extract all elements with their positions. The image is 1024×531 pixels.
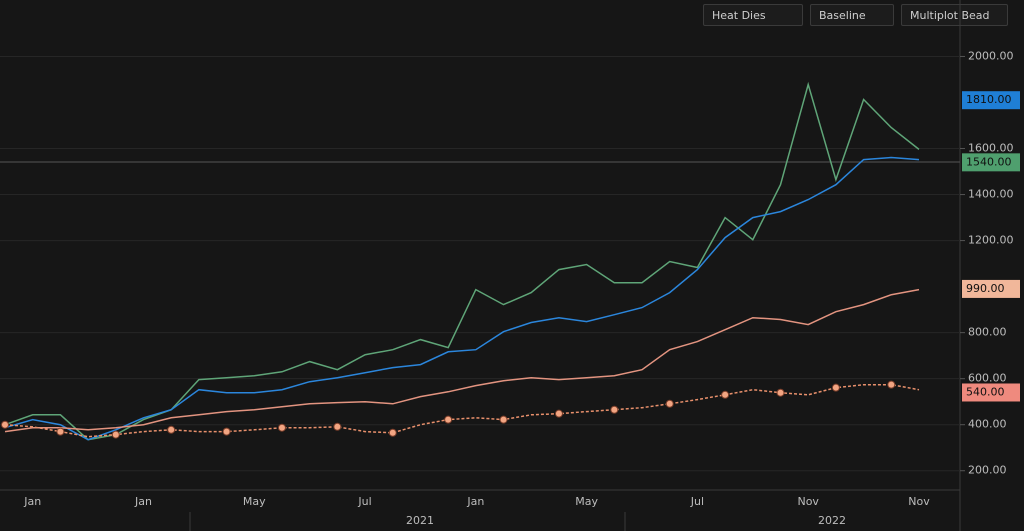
price-tag-box — [962, 153, 1020, 172]
price-tag: 1540.00 — [962, 153, 1020, 172]
x-tick-label: Nov — [797, 495, 819, 508]
series-marker — [222, 427, 231, 436]
price-tag-box — [962, 91, 1020, 110]
price-tag-box — [962, 279, 1020, 298]
series-line — [4, 383, 920, 438]
x-tick-label: Jan — [466, 495, 484, 508]
series-marker — [56, 427, 65, 436]
series-marker — [1, 420, 9, 429]
price-tag: 990.00 — [962, 279, 1020, 298]
toolbar-button[interactable]: Baseline — [810, 4, 894, 26]
series-marker — [111, 430, 120, 439]
series-marker — [831, 383, 840, 392]
series-marker — [167, 425, 176, 434]
price-tag-label: 540.00 — [966, 385, 1005, 398]
year-label: 2021 — [406, 514, 434, 527]
series-marker — [721, 390, 730, 399]
y-tick-label: 600.00 — [968, 372, 1007, 385]
series-marker — [444, 415, 453, 424]
y-tick-label: 1600.00 — [968, 142, 1014, 155]
series-marker — [665, 399, 674, 408]
price-tag-label: 1540.00 — [966, 155, 1012, 168]
x-tick-label: Nov — [908, 495, 930, 508]
y-tick-label: 1400.00 — [968, 188, 1014, 201]
y-tick-label: 2000.00 — [968, 49, 1014, 62]
series-line — [4, 81, 920, 441]
series-line — [4, 156, 920, 441]
series-marker — [499, 415, 508, 424]
y-tick-label: 800.00 — [968, 326, 1007, 339]
year-label: 2022 — [818, 514, 846, 527]
x-tick-label: Jan — [23, 495, 41, 508]
x-tick-label: May — [243, 495, 266, 508]
y-tick-label: 1200.00 — [968, 234, 1014, 247]
price-tag: 1810.00 — [962, 91, 1020, 110]
x-tick-label: Jul — [357, 495, 371, 508]
price-tag-box — [962, 383, 1020, 402]
series-marker — [776, 388, 785, 397]
price-tag-label: 990.00 — [966, 282, 1005, 295]
y-tick-label: 400.00 — [968, 418, 1007, 431]
series-marker — [887, 380, 896, 389]
series-marker — [333, 422, 342, 431]
toolbar-button[interactable]: Heat Dies — [703, 4, 803, 26]
x-tick-label: May — [575, 495, 598, 508]
series-marker — [277, 423, 286, 432]
x-tick-label: Jan — [134, 495, 152, 508]
price-tag-label: 1810.00 — [966, 93, 1012, 106]
y-tick-label: 200.00 — [968, 464, 1007, 477]
x-tick-label: Jul — [690, 495, 704, 508]
price-tag: 540.00 — [962, 383, 1020, 402]
series-line — [4, 288, 920, 433]
toolbar-button[interactable]: Multiplot Bead — [901, 4, 1008, 26]
series-marker — [388, 428, 397, 437]
series-marker — [610, 405, 619, 414]
series-marker — [554, 409, 563, 418]
